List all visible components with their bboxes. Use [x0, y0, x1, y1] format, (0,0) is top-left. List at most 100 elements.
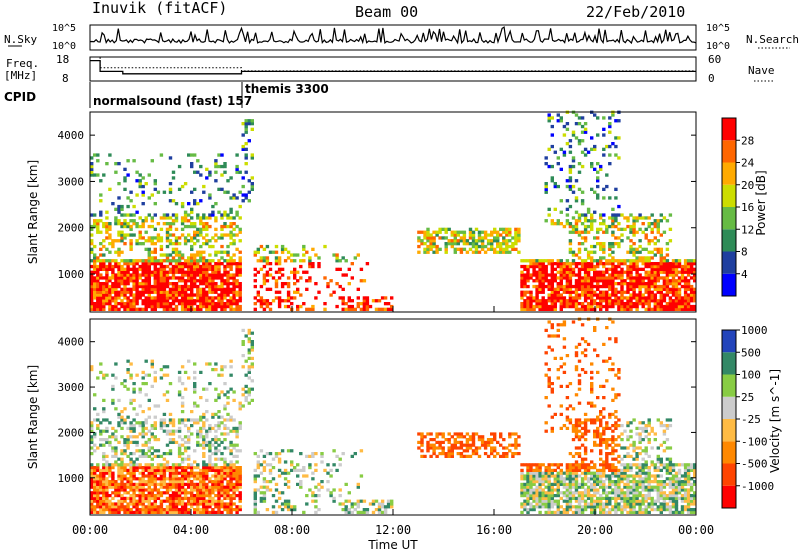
- power-cell-181: [111, 287, 115, 291]
- velocity-cell-924: [202, 474, 206, 478]
- power-cell-1105: [223, 267, 227, 271]
- velocity-cell-452: [144, 494, 148, 498]
- velocity-cell-1073: [217, 373, 221, 377]
- power-cell-1748: [529, 302, 533, 306]
- power-cell-221: [117, 293, 121, 297]
- power-cell-1503: [377, 307, 382, 311]
- power-cell-256: [120, 270, 124, 274]
- power-cell-1914: [556, 219, 560, 223]
- velocity-cell-870: [196, 491, 200, 495]
- velocity-cell-1597: [468, 446, 473, 450]
- velocity-cell-1284: [253, 510, 257, 514]
- velocity-cell-1652: [505, 446, 509, 450]
- velocity-cell-531: [153, 499, 157, 503]
- power-cell-686: [174, 299, 179, 303]
- velocity-cell-1060: [217, 468, 221, 472]
- power-cell-293: [123, 187, 127, 191]
- velocity-cell-1947: [565, 418, 570, 422]
- power-cell-2323: [605, 302, 609, 306]
- power-cell-1375: [286, 256, 291, 260]
- power-cell-128: [105, 302, 109, 306]
- power-cell-2568: [635, 259, 639, 263]
- power-cell-2745: [662, 304, 667, 309]
- velocity-cell-357: [132, 466, 136, 470]
- power-cell-1519: [417, 230, 421, 234]
- power-cell-323: [129, 302, 133, 306]
- velocity-cell-10: [90, 480, 94, 484]
- velocity-cell-1234: [238, 468, 242, 472]
- velocity-cell-560: [156, 491, 161, 495]
- power-cell-2007: [568, 239, 573, 243]
- power-cell-2418: [614, 216, 618, 220]
- velocity-cell-1292: [253, 488, 257, 492]
- power-cell-1692: [514, 242, 518, 246]
- power-cell-642: [168, 267, 173, 271]
- power-cell-1635: [483, 233, 488, 237]
- velocity-cell-1909: [559, 365, 563, 369]
- power-cell-1300: [262, 307, 267, 311]
- power-cell-856: [193, 233, 197, 237]
- power-cell-1825: [544, 273, 548, 277]
- velocity-cell-1399: [305, 502, 309, 506]
- power-cell-68: [96, 270, 100, 274]
- velocity-cell-1907: [559, 404, 563, 408]
- power-cell-2376: [611, 284, 615, 289]
- velocity-cell-439: [141, 429, 145, 433]
- power-cell-1397: [296, 270, 300, 274]
- cpid-label: CPID: [4, 90, 36, 104]
- power-cell-892: [199, 304, 203, 309]
- velocity-cell-952: [205, 482, 209, 486]
- power-cell-1032: [214, 264, 218, 269]
- power-cell-924: [202, 293, 206, 297]
- power-cell-1212: [235, 167, 239, 171]
- velocity-cell-143: [105, 440, 109, 444]
- velocity-cell-50: [93, 393, 97, 397]
- velocity-cell-1204: [235, 494, 239, 498]
- power-cell-1604: [468, 233, 473, 237]
- power-cell-938: [202, 242, 206, 246]
- velocity-cell-1850: [550, 426, 554, 430]
- velocity-cell-865: [196, 505, 200, 509]
- velocity-cell-1224: [238, 499, 242, 503]
- velocity-cell-1321: [262, 460, 267, 464]
- velocity-cell-883: [196, 429, 200, 433]
- power-cell-1701: [517, 233, 521, 237]
- power-cell-2301: [602, 273, 606, 277]
- power-cell-1943: [559, 116, 563, 120]
- power-cell-1135: [226, 244, 230, 249]
- power-cell-2728: [659, 290, 663, 294]
- velocity-cell-1676: [520, 485, 524, 489]
- power-cell-742: [180, 270, 185, 274]
- power-cell-2733: [659, 267, 663, 271]
- power-cell-2258: [596, 227, 600, 231]
- velocity-cell-1301: [256, 466, 260, 470]
- power-cell-2686: [653, 279, 657, 283]
- velocity-cell-995: [211, 510, 215, 514]
- velocity-cell-19: [90, 440, 94, 444]
- power-cell-2537: [632, 276, 636, 280]
- velocity-cell-1997: [574, 508, 579, 512]
- power-cell-2814: [671, 262, 676, 266]
- power-cell-1372: [286, 284, 291, 289]
- velocity-cell-789: [183, 424, 188, 428]
- power-cell-899: [199, 282, 203, 286]
- velocity-cell-1720: [529, 482, 533, 486]
- power-cell-364: [132, 219, 136, 223]
- power-cell-1650: [493, 236, 497, 240]
- velocity-cell-162: [108, 463, 112, 467]
- velocity-cell-1684: [523, 505, 527, 509]
- velocity-cell-1054: [217, 485, 221, 489]
- power-cell-152: [108, 307, 112, 311]
- power-cell-2696: [653, 236, 657, 240]
- power-cell-2717: [656, 230, 660, 234]
- power-cell-78: [96, 173, 100, 177]
- power-cell-1730: [523, 264, 527, 269]
- velocity-cell-465: [144, 426, 148, 430]
- velocity-cell-1642: [499, 454, 503, 458]
- velocity-cell-539: [153, 474, 157, 478]
- velocity-cell-881: [196, 435, 200, 439]
- power-cell-2741: [659, 233, 663, 237]
- power-cell-1357: [280, 273, 285, 277]
- velocity-cell-639: [165, 373, 170, 377]
- power-cell-119: [102, 264, 106, 269]
